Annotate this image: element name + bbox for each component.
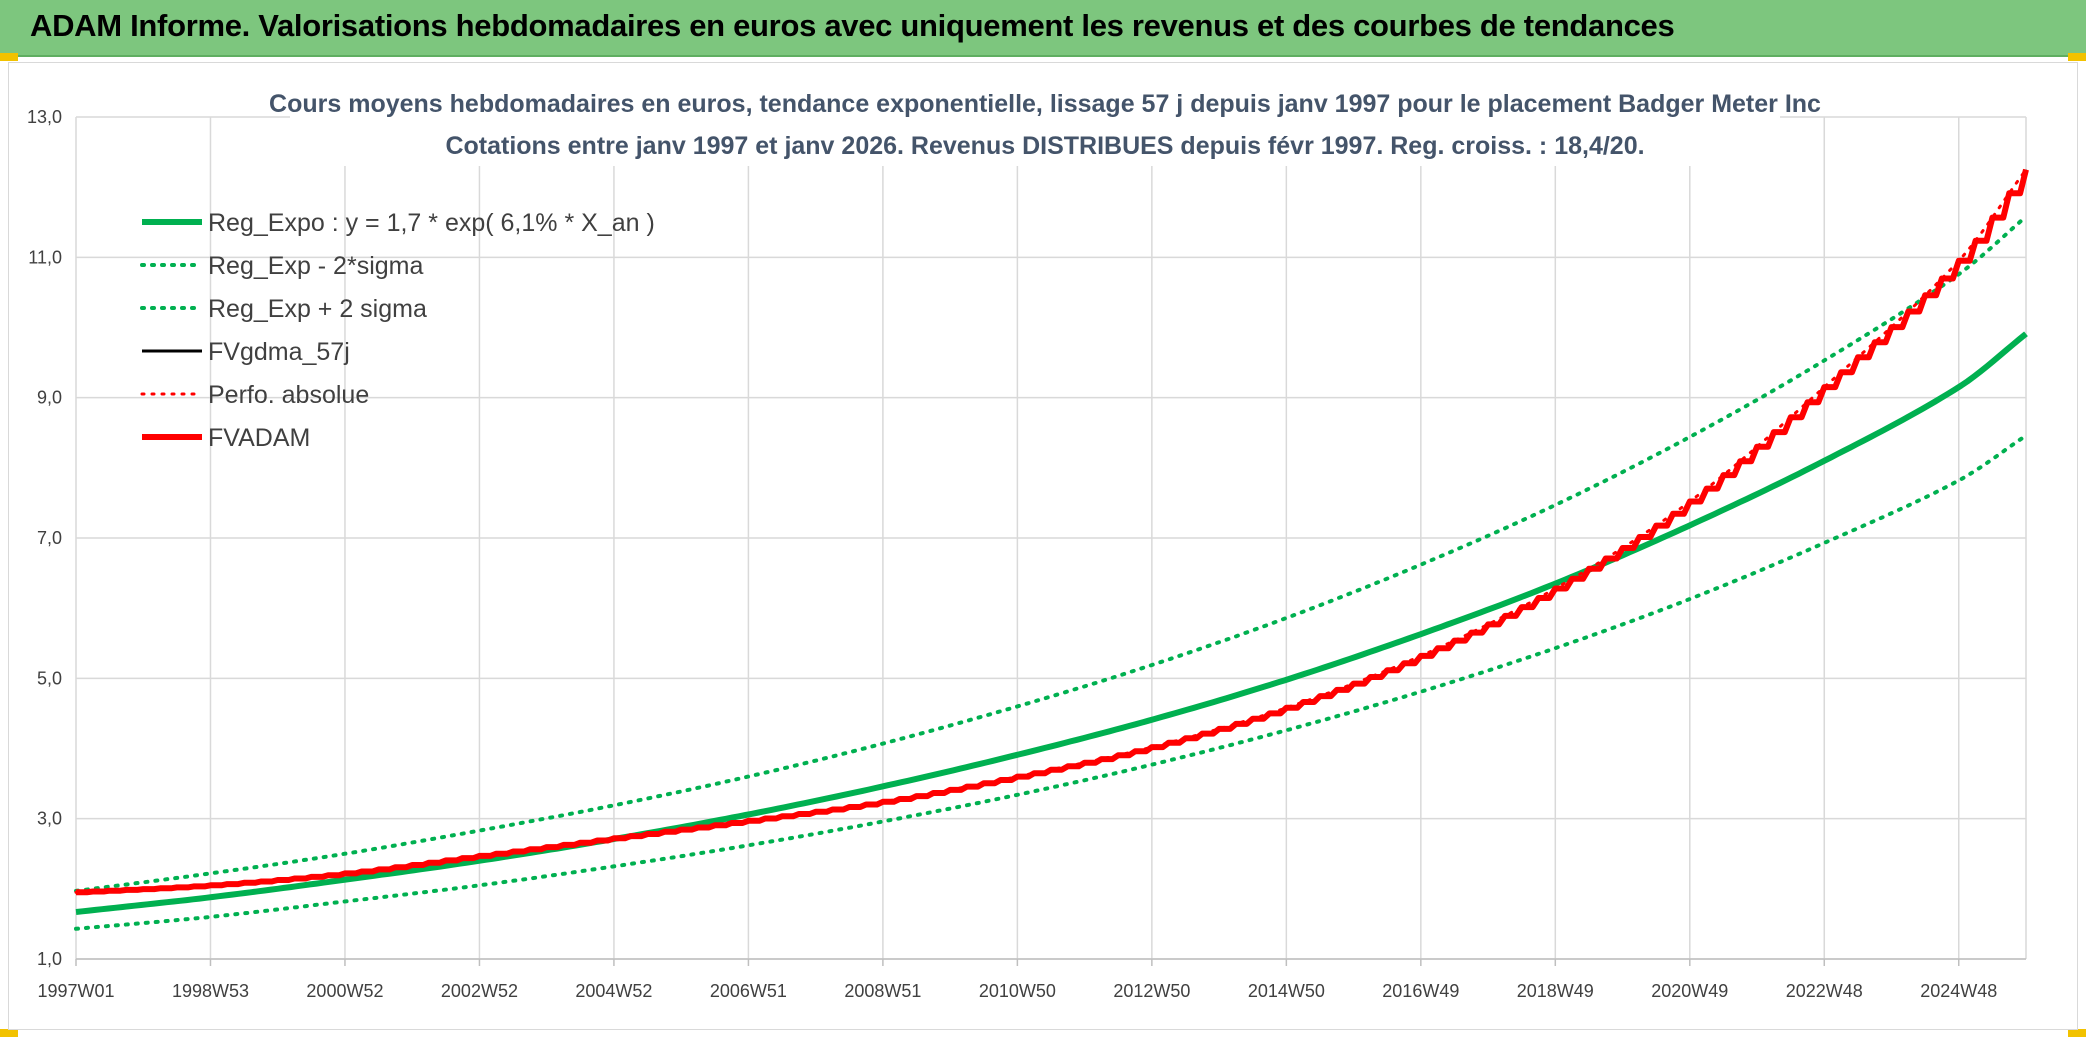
legend-label: Perfo. absolue (208, 381, 369, 409)
chart-frame (8, 62, 2078, 1030)
y-tick-label: 3,0 (37, 809, 62, 829)
corner-marker-top-left (0, 53, 18, 61)
x-tick-label: 2000W52 (306, 981, 383, 1001)
x-tick-label: 1998W53 (172, 981, 249, 1001)
series-line-1 (74, 433, 2028, 931)
report-title: ADAM Informe. Valorisations hebdomadaire… (30, 8, 1675, 43)
x-tick-label: 2010W50 (979, 981, 1056, 1001)
x-tick-label: 2012W50 (1113, 981, 1190, 1001)
legend-label: FVADAM (208, 424, 310, 452)
x-tick-label: 2020W49 (1651, 981, 1728, 1001)
axes: 1,0 3,0 5,0 7,0 9,0 11,0 13,0 1997W01 1998W53 200… (27, 107, 2026, 1001)
y-tick-label: 11,0 (28, 247, 62, 267)
legend-label: Reg_Exp - 2*sigma (208, 252, 423, 280)
legend-label: Reg_Exp + 2 sigma (208, 295, 427, 323)
corner-marker-bottom-left (0, 1029, 18, 1037)
chart-title-line1: Cours moyens hebdomadaires en euros, ten… (269, 90, 1821, 118)
series-lines (74, 168, 2029, 931)
x-tick-label: 2004W52 (575, 981, 652, 1001)
y-tick-label: 1,0 (37, 949, 62, 969)
x-tick-label: 2016W49 (1382, 981, 1459, 1001)
grid (75, 116, 2027, 960)
corner-marker-bottom-right (2068, 1029, 2086, 1037)
x-tick-label: 2006W51 (710, 981, 787, 1001)
series-line-2 (74, 214, 2028, 893)
legend-label: Reg_Expo : y = 1,7 * exp( 6,1% * X_an ) (208, 209, 655, 237)
x-tick-label: 2008W51 (844, 981, 921, 1001)
series-line-0 (75, 331, 2028, 915)
x-tick-label: 2022W48 (1786, 981, 1863, 1001)
title-background (290, 86, 1780, 166)
y-tick-label: 5,0 (37, 668, 62, 688)
chart-title-line2: Cotations entre janv 1997 et janv 2026. … (445, 132, 1644, 160)
report-header: ADAM Informe. Valorisations hebdomadaire… (0, 0, 2086, 57)
x-tick-label: 2024W48 (1920, 981, 1997, 1001)
y-tick-label: 9,0 (37, 388, 62, 408)
x-tick-label: 1997W01 (37, 981, 114, 1001)
x-tick-label: 2002W52 (441, 981, 518, 1001)
chart-title-group: Cours moyens hebdomadaires en euros, ten… (269, 86, 1821, 166)
series-line-5 (76, 168, 2029, 896)
y-tick-label: 7,0 (37, 528, 62, 548)
legend: Reg_Expo : y = 1,7 * exp( 6,1% * X_an ) R… (140, 209, 655, 452)
y-tick-label: 13,0 (27, 107, 62, 127)
corner-marker-top-right (2068, 53, 2086, 61)
legend-label: FVgdma_57j (208, 338, 350, 366)
x-tick-label: 2014W50 (1248, 981, 1325, 1001)
x-tick-label: 2018W49 (1517, 981, 1594, 1001)
